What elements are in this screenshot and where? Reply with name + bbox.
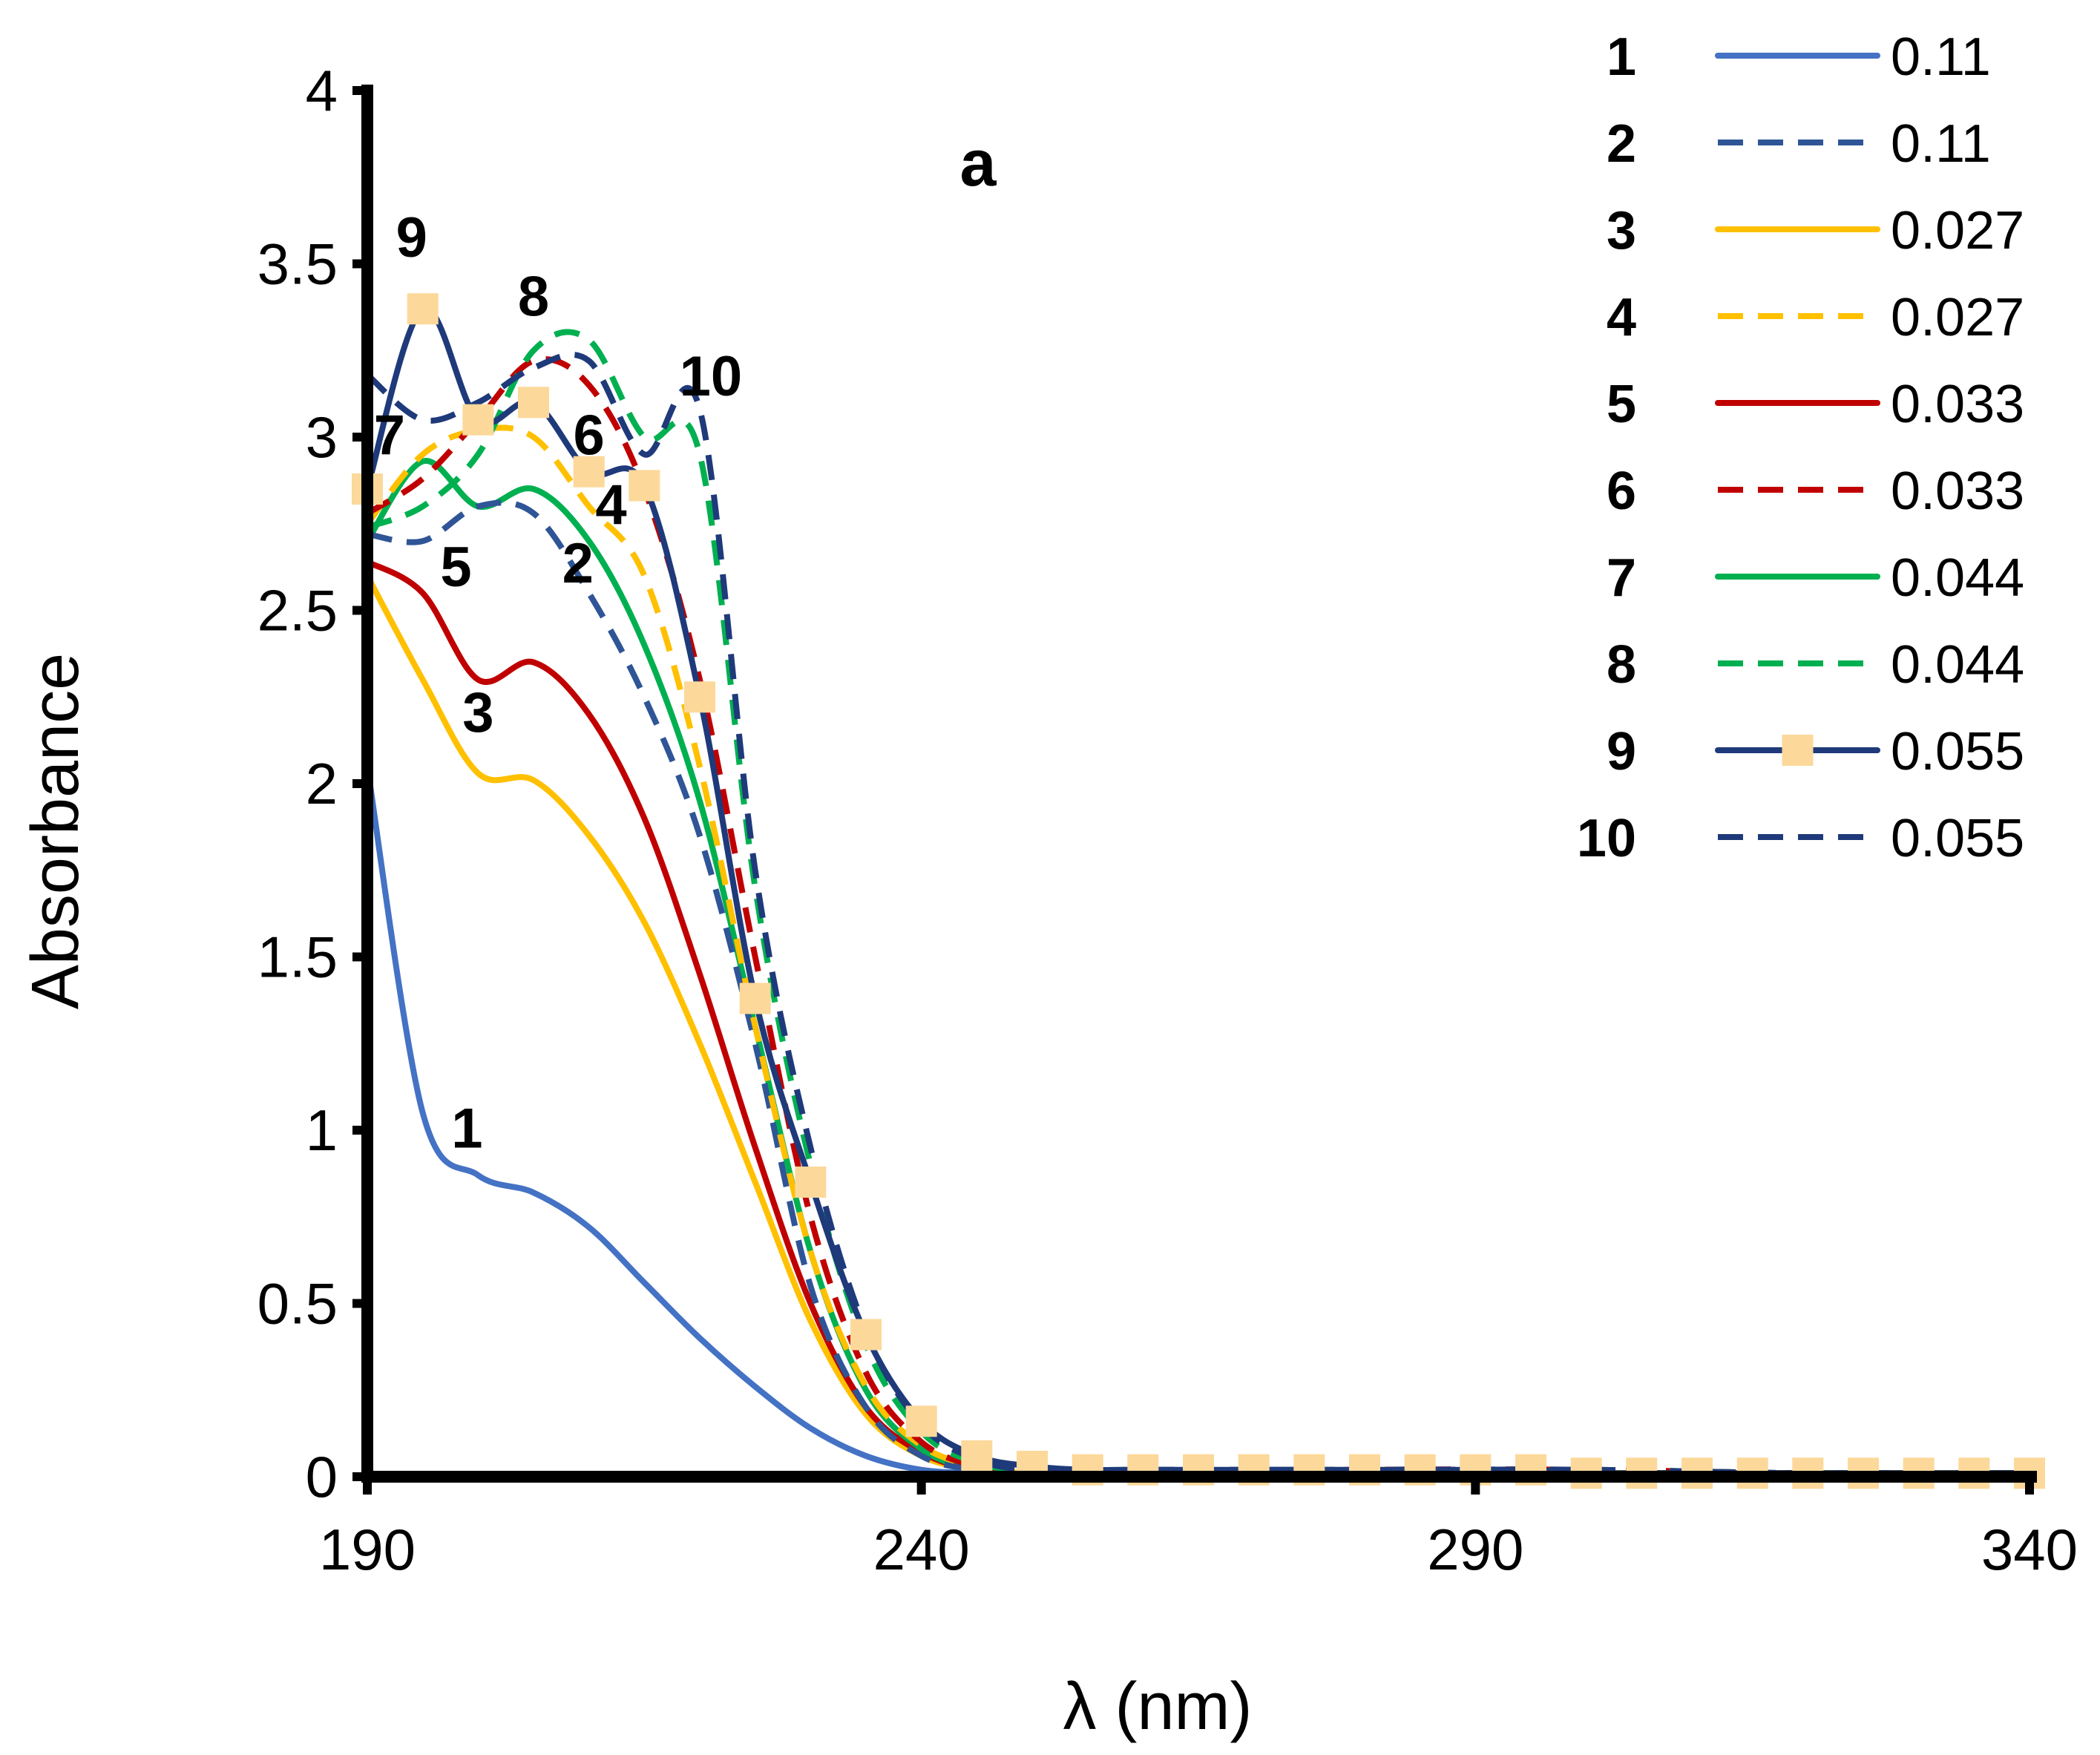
legend-id-2: 2 (1607, 114, 1636, 174)
curve-label-4: 4 (595, 473, 626, 537)
curve-label-9: 9 (396, 206, 427, 269)
series-9-marker-1 (407, 293, 439, 325)
x-axis-title: λ (nm) (1063, 1670, 1253, 1744)
y-tick-label-3: 1.5 (257, 925, 338, 990)
legend-value-8: 0.044 (1891, 635, 2024, 695)
series-line-7 (364, 458, 2032, 1477)
legend-value-4: 0.027 (1891, 288, 2024, 347)
legend-id-5: 5 (1607, 375, 1636, 434)
y-tick-label-0: 0 (306, 1444, 338, 1509)
series-9-marker-9 (850, 1319, 882, 1351)
legend-id-9: 9 (1607, 722, 1636, 781)
y-tick-label-7: 3.5 (257, 232, 338, 297)
series-9-marker-4 (573, 456, 605, 488)
series-9-marker-11 (961, 1440, 993, 1472)
curve-label-10: 10 (680, 345, 743, 408)
curve-label-3: 3 (462, 681, 493, 744)
y-axis-title: Absorbance (19, 653, 93, 1009)
legend-value-5: 0.033 (1891, 375, 2024, 434)
axes-group (361, 85, 2037, 1483)
curve-label-2: 2 (562, 532, 594, 595)
ticks-group: 0 0.5 1 1.5 2 2.5 3 3.5 4 190 240 290 340 (257, 58, 2078, 1582)
y-tick-label-8: 4 (306, 58, 338, 123)
curve-labels-group: 1 2 3 4 5 6 7 8 9 10 (374, 206, 742, 1160)
y-tick-label-4: 2 (306, 751, 338, 816)
legend-value-9: 0.055 (1891, 722, 2024, 781)
legend-value-7: 0.044 (1891, 548, 2024, 608)
x-tick-label-1: 240 (873, 1517, 970, 1582)
y-tick-label-5: 2.5 (257, 578, 338, 643)
series-9-marker-6 (684, 681, 715, 713)
series-line-3 (364, 572, 2032, 1477)
legend-value-6: 0.033 (1891, 462, 2024, 521)
legend-value-3: 0.027 (1891, 201, 2024, 260)
legend-id-7: 7 (1607, 548, 1636, 608)
curve-label-8: 8 (518, 266, 549, 329)
legend-id-1: 1 (1607, 27, 1636, 87)
series-line-2 (367, 499, 2030, 1477)
y-tick-label-2: 1 (306, 1098, 338, 1163)
legend-id-10: 10 (1577, 809, 1636, 868)
y-tick-label-1: 0.5 (257, 1271, 338, 1336)
x-tick-label-3: 340 (1981, 1517, 2078, 1582)
series-9-marker-5 (629, 470, 660, 502)
x-tick-label-0: 190 (319, 1517, 416, 1582)
series-9-marker-3 (518, 387, 549, 419)
curve-label-7: 7 (374, 404, 405, 467)
legend-id-6: 6 (1607, 462, 1636, 521)
series-9-marker-2 (462, 404, 494, 436)
series-9-marker-7 (739, 983, 771, 1014)
legend-id-3: 3 (1607, 201, 1636, 260)
curve-label-1: 1 (451, 1097, 482, 1160)
y-tick-label-6: 3 (306, 404, 338, 470)
series-line-5 (364, 559, 2032, 1477)
series-9-marker-8 (795, 1167, 827, 1198)
series-9-marker-10 (905, 1405, 937, 1437)
legend: 1 0.11 2 0.11 3 0.027 4 0.027 5 0.033 6 0.033 7 0.044… (1577, 27, 2024, 868)
curve-label-6: 6 (574, 404, 605, 467)
panel-label: a (960, 126, 997, 200)
legend-id-4: 4 (1607, 288, 1636, 347)
series-line-10 (365, 351, 2030, 1477)
legend-value-2: 0.11 (1891, 114, 1991, 174)
legend-value-10: 0.055 (1891, 809, 2024, 868)
curve-label-5: 5 (440, 536, 471, 599)
legend-id-8: 8 (1607, 635, 1636, 695)
x-tick-label-2: 290 (1427, 1517, 1523, 1582)
legend-value-1: 0.11 (1891, 27, 1991, 87)
legend-marker-9 (1782, 735, 1814, 766)
